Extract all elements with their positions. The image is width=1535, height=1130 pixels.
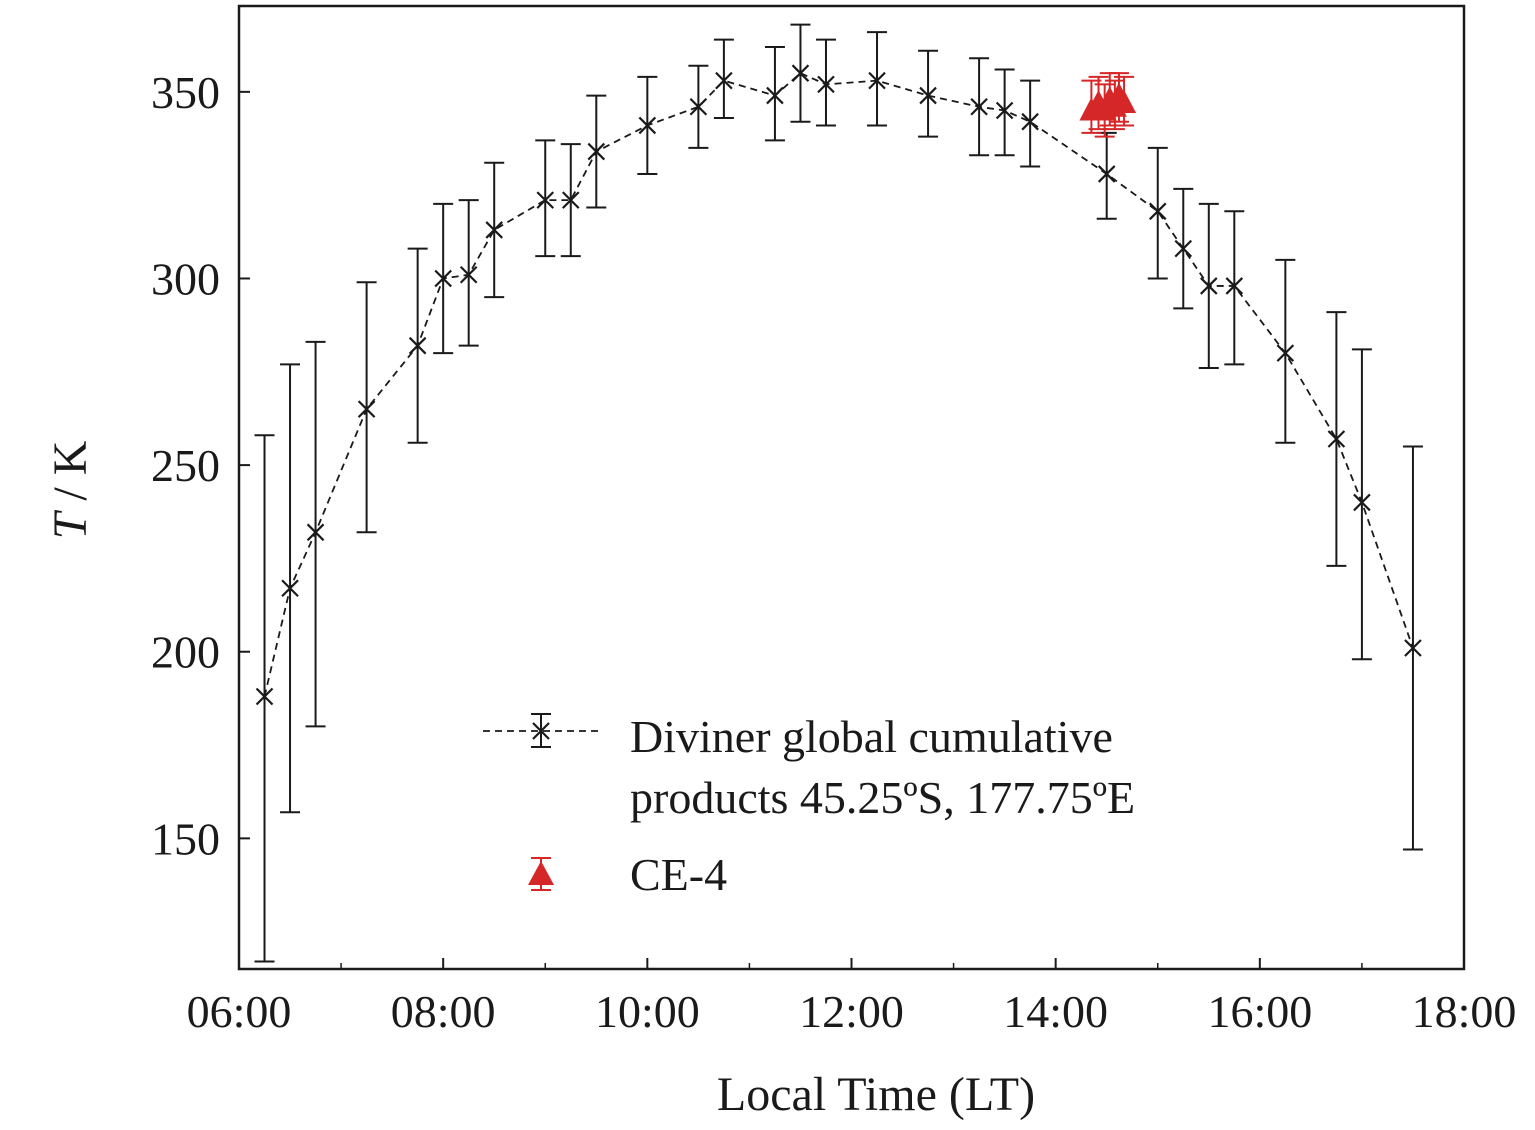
diviner-data-point	[919, 86, 937, 105]
diviner-data-point	[1353, 493, 1371, 512]
legend-key-ce4	[528, 857, 554, 891]
diviner-data-point	[485, 221, 503, 239]
x-tick-label: 16:00	[1207, 986, 1312, 1037]
x-tick-label: 14:00	[1003, 986, 1108, 1037]
diviner-data-point	[1404, 639, 1422, 657]
diviner-data-point	[1225, 277, 1244, 295]
diviner-data-point	[587, 142, 606, 161]
legend-label-diviner-line2: products 45.25ºS, 177.75ºE	[630, 772, 1135, 823]
x-axis-title: Local Time (LT)	[717, 1068, 1035, 1121]
axis-ticks: 06:00 08:00 10:00 12:00 14:00 16:00 18:00 150 20…	[151, 67, 1516, 1037]
y-tick-label: 350	[151, 67, 220, 118]
y-axis-title: T / K	[44, 440, 97, 539]
diviner-data-point	[255, 687, 274, 706]
diviner-data-point	[791, 64, 810, 82]
diviner-data-point	[766, 86, 784, 105]
y-axis-title-symbol: T	[44, 509, 97, 539]
legend-key-diviner	[483, 713, 600, 748]
plot-layer	[254, 23, 1423, 963]
diviner-data-point	[357, 400, 376, 418]
diviner-data-point	[995, 101, 1014, 120]
diviner-data-point	[459, 265, 478, 284]
diviner-data-point	[970, 98, 988, 116]
diviner-series-line	[263, 72, 1414, 697]
diviner-data-point	[306, 523, 325, 542]
diviner-data-point	[281, 579, 299, 598]
x-tick-label: 06:00	[187, 986, 292, 1037]
legend-label-diviner-line1: Diviner global cumulative	[630, 711, 1113, 762]
diviner-data-point	[434, 269, 452, 288]
diviner-data-point	[1097, 165, 1116, 183]
diviner-data-point	[1174, 239, 1193, 258]
diviner-data-point	[638, 116, 657, 135]
diviner-data-point	[1327, 430, 1346, 448]
diviner-data-point	[1276, 344, 1295, 362]
diviner-data-point	[536, 191, 555, 209]
diviner-data-point	[1148, 202, 1167, 221]
x-tick-label: 18:00	[1412, 986, 1517, 1037]
diviner-data-point	[561, 191, 580, 209]
legend: Diviner global cumulative products 45.25…	[483, 711, 1135, 900]
diviner-data-point	[868, 71, 886, 90]
y-tick-label: 200	[151, 627, 220, 678]
y-tick-label: 300	[151, 253, 220, 304]
ce4-data-point	[1112, 90, 1137, 114]
y-tick-label: 250	[151, 440, 220, 491]
diviner-data-point	[1200, 277, 1218, 295]
y-tick-label: 150	[151, 813, 220, 864]
x-tick-label: 12:00	[799, 986, 904, 1037]
diviner-data-point	[817, 75, 835, 94]
diviner-data-point	[1021, 112, 1039, 131]
plot-frame	[237, 4, 1466, 971]
y-axis-title-unit: / K	[44, 440, 97, 512]
x-tick-label: 08:00	[391, 986, 496, 1037]
legend-label-ce4: CE-4	[630, 849, 727, 900]
diviner-data-point	[715, 71, 733, 90]
diviner-data-point	[689, 98, 708, 116]
x-tick-label: 10:00	[595, 986, 700, 1037]
diviner-data-point	[408, 336, 427, 355]
